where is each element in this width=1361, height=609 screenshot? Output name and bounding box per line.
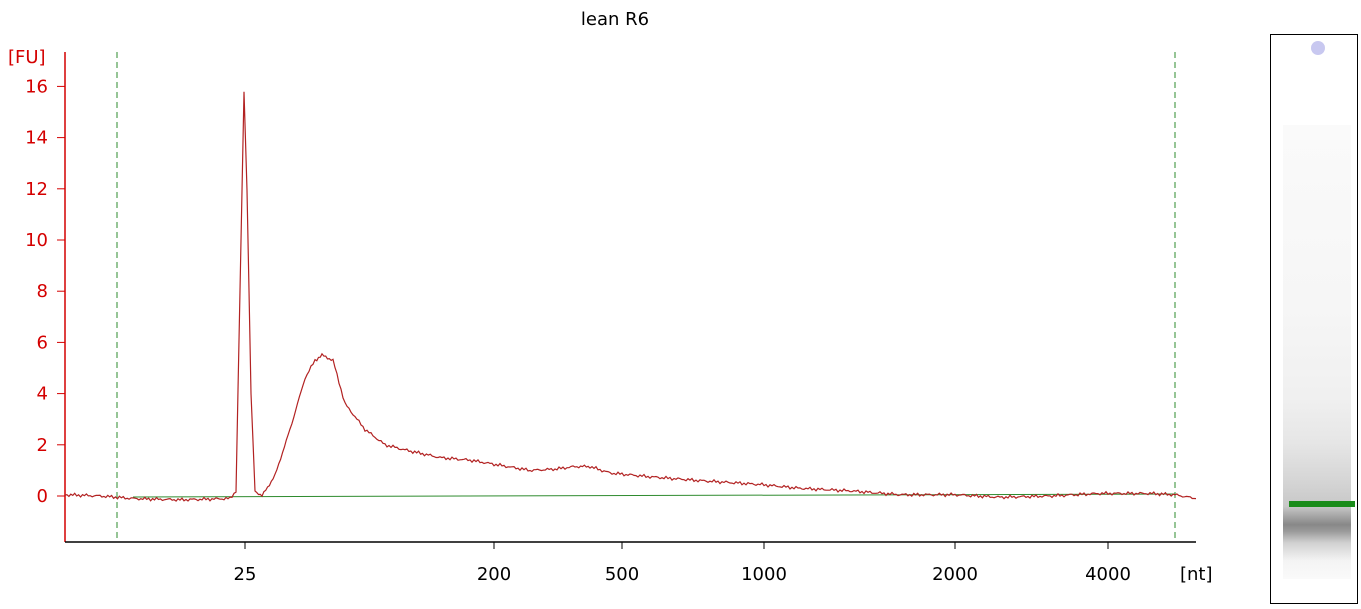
fluorescence-trace: [64, 91, 1197, 502]
x-tick-label: 2000: [932, 564, 978, 585]
x-tick-label: 4000: [1085, 564, 1131, 585]
x-ticks: 25 200 500 1000 2000 4000: [234, 542, 1131, 585]
gel-lane: [1283, 125, 1351, 579]
y-tick-label: 6: [37, 332, 48, 353]
electropherogram-chart: lean R6 [FU] [nt] 0 2 4 6 8 10 12 14 16 25 200 500…: [8, 9, 1213, 585]
y-tick-label: 2: [37, 435, 48, 456]
x-tick-label: 200: [477, 564, 511, 585]
x-axis-unit-label: [nt]: [1180, 564, 1213, 585]
x-tick-label: 500: [605, 564, 639, 585]
y-axis-unit-label: [FU]: [8, 47, 46, 68]
chart-title: lean R6: [581, 9, 649, 30]
y-ticks: 0 2 4 6 8 10 12 14 16: [25, 76, 65, 507]
gel-image: [1270, 34, 1358, 604]
y-tick-label: 0: [37, 486, 48, 507]
marker-lines: [116, 52, 1176, 542]
x-tick-label: 1000: [741, 564, 787, 585]
axes: [64, 52, 1196, 543]
y-tick-label: 4: [37, 384, 48, 405]
y-tick-label: 14: [25, 128, 48, 149]
lower-marker-band: [1289, 501, 1355, 507]
y-tick-label: 8: [37, 281, 48, 302]
y-tick-label: 16: [25, 76, 48, 97]
baseline-line: [132, 493, 1176, 498]
sample-well: [1311, 41, 1325, 55]
y-tick-label: 12: [25, 179, 48, 200]
y-tick-label: 10: [25, 230, 48, 251]
x-tick-label: 25: [234, 564, 257, 585]
